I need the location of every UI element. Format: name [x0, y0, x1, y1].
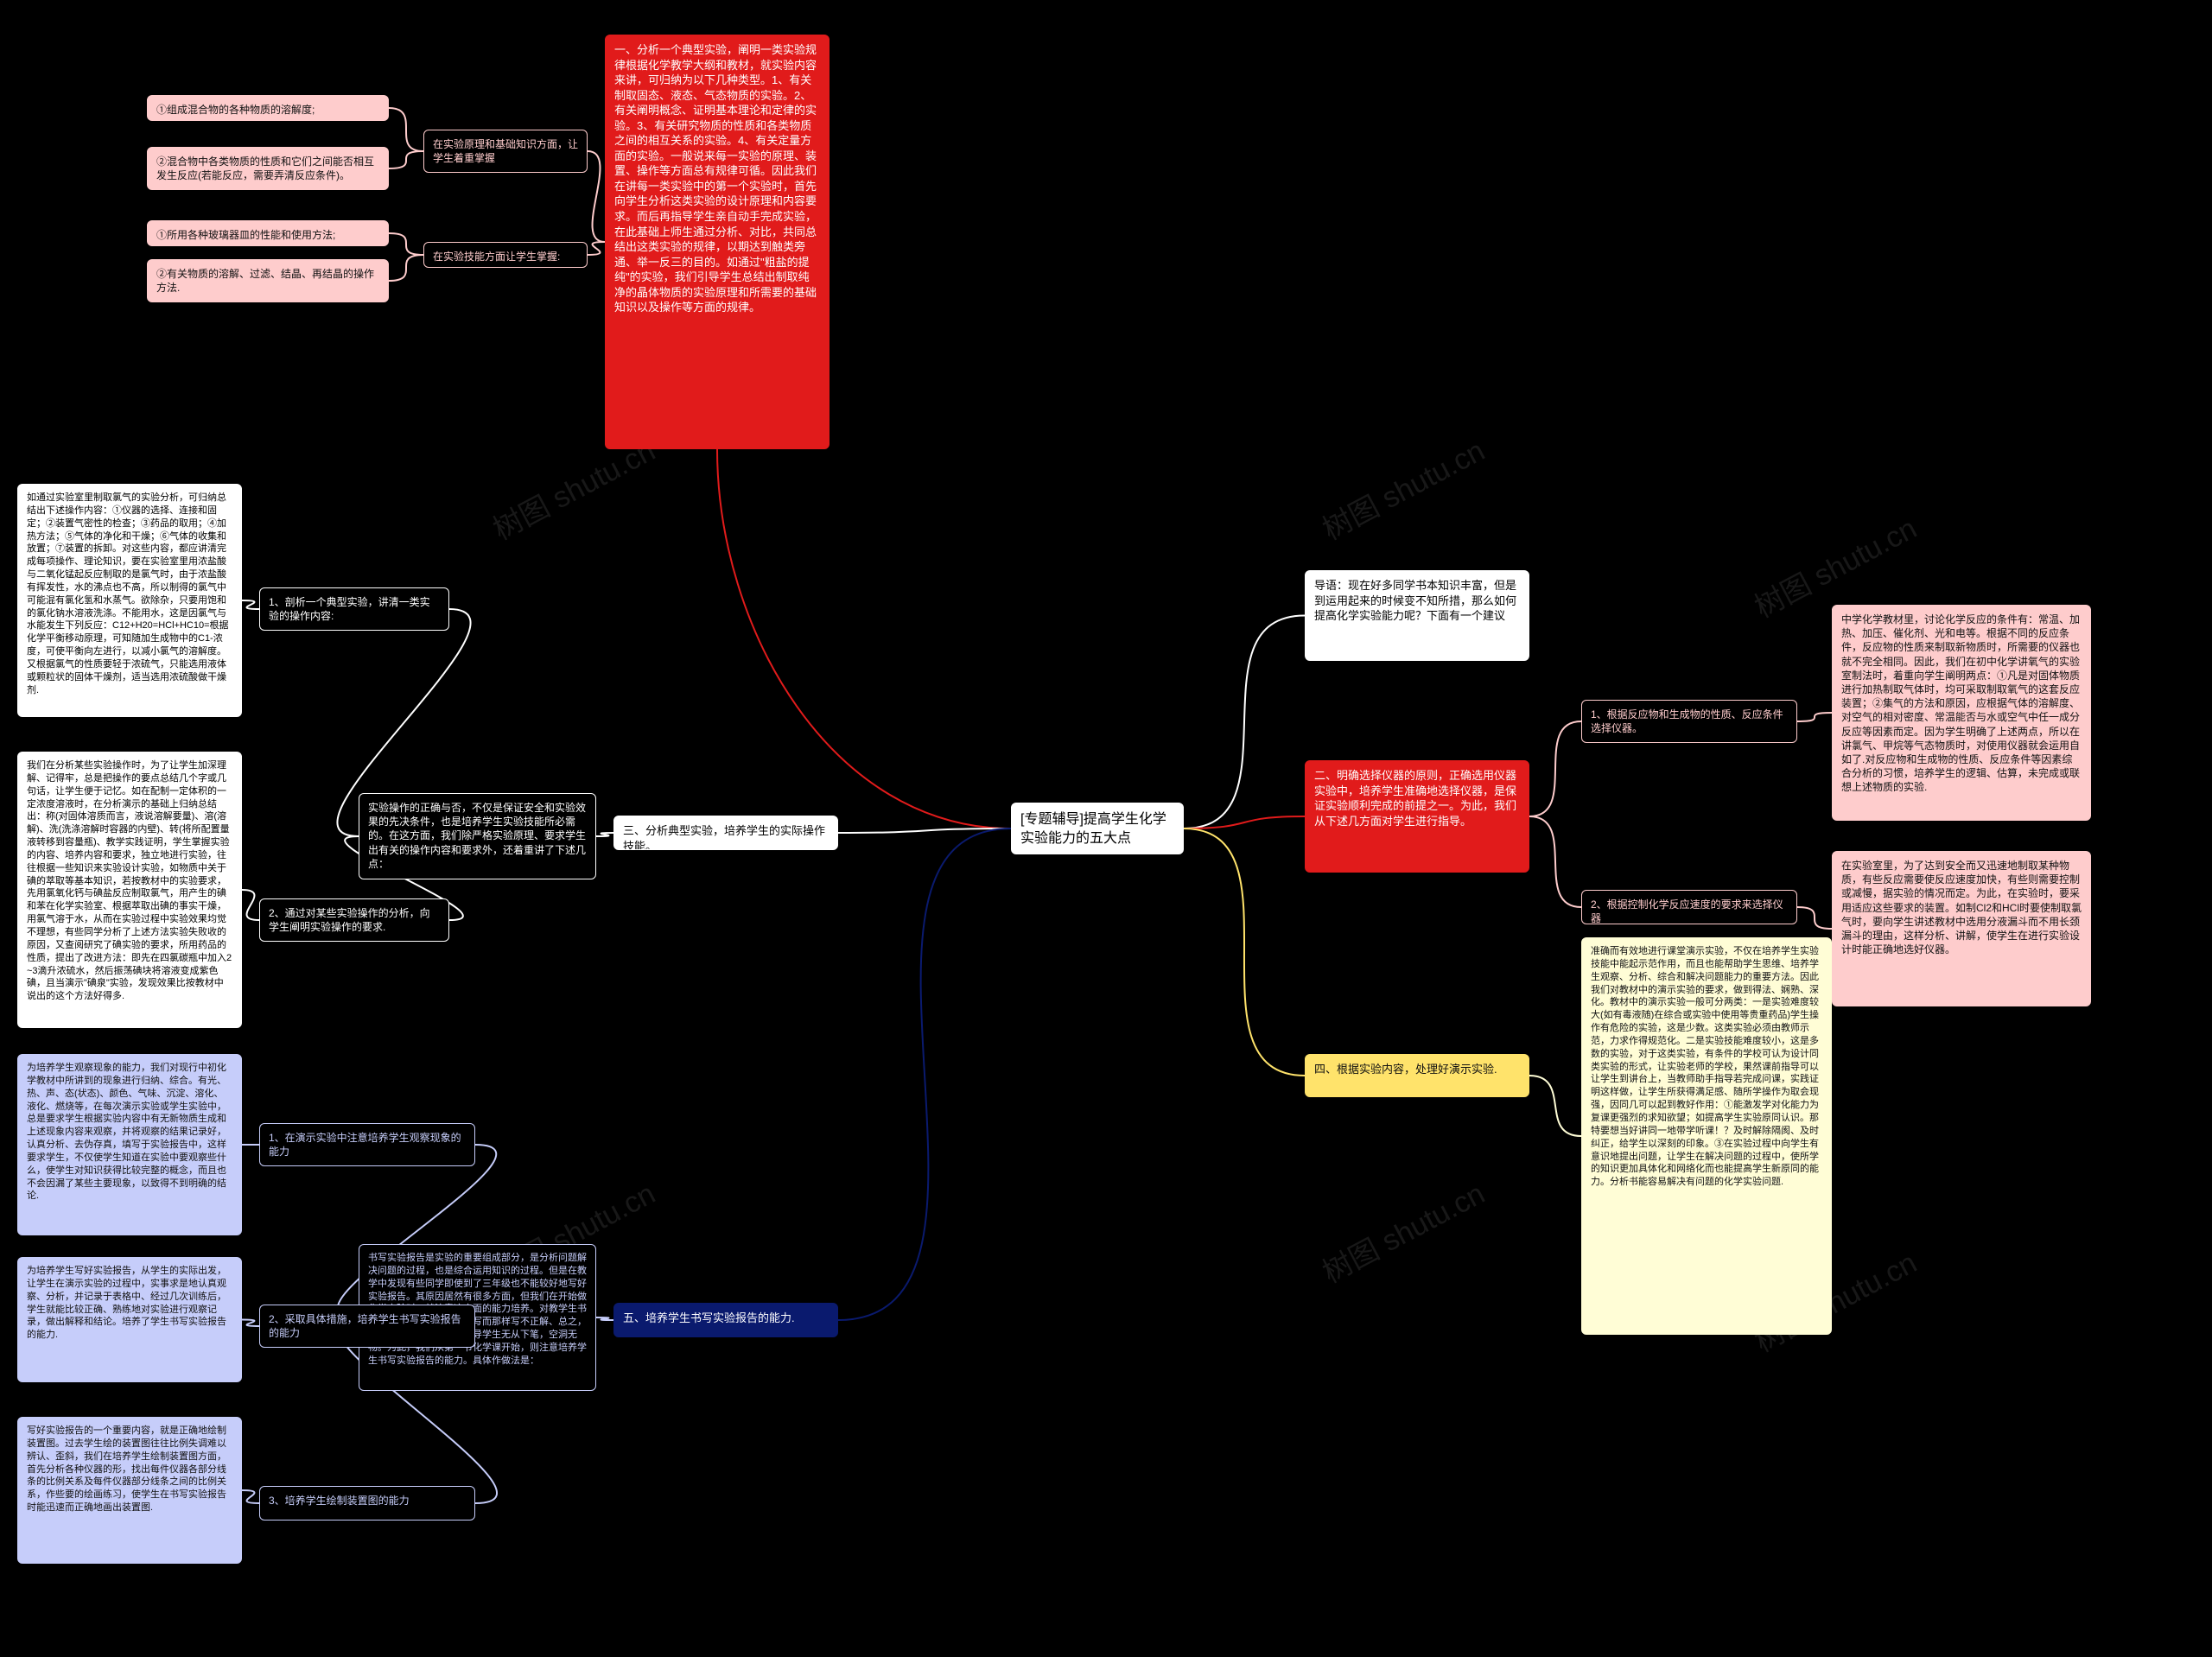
- node-text: ②混合物中各类物质的性质和它们之间能否相互发生反应(若能反应，需要弄清反应条件)…: [156, 156, 374, 181]
- node-p3s2[interactable]: 2、通过对某些实验操作的分析，向学生阐明实验操作的要求.: [259, 898, 449, 942]
- edge: [838, 828, 1011, 833]
- node-p3[interactable]: 三、分析典型实验，培养学生的实际操作技能。: [613, 816, 838, 850]
- edge: [588, 151, 605, 242]
- node-p2s1[interactable]: 1、根据反应物和生成物的性质、反应条件选择仪器。: [1581, 700, 1797, 743]
- node-p5s3[interactable]: 3、培养学生绘制装置图的能力: [259, 1486, 475, 1521]
- edge: [1184, 616, 1305, 829]
- edge: [242, 1490, 259, 1503]
- node-p1s2[interactable]: 在实验技能方面让学生掌握:: [423, 242, 588, 268]
- edge: [1797, 713, 1832, 721]
- edge: [596, 833, 613, 836]
- node-p5s2[interactable]: 2、采取具体措施，培养学生书写实验报告的能力: [259, 1305, 475, 1348]
- node-text: 一、分析一个典型实验，阐明一类实验规律根据化学教学大纲和教材，就实验内容来讲，可…: [614, 43, 817, 314]
- node-text: 导语：现在好多同学书本知识丰富，但是到运用起来的时候变不知所措，那么如何提高化学…: [1314, 579, 1516, 622]
- edge: [717, 449, 1011, 828]
- node-text: ②有关物质的溶解、过滤、结晶、再结晶的操作方法.: [156, 268, 374, 294]
- edge: [1529, 1076, 1581, 1136]
- node-intro[interactable]: 导语：现在好多同学书本知识丰富，但是到运用起来的时候变不知所措，那么如何提高化学…: [1305, 570, 1529, 661]
- mindmap-canvas: 树图 shutu.cn树图 shutu.cn树图 shutu.cn树图 shut…: [0, 0, 2212, 1657]
- node-text: ①所用各种玻璃器皿的性能和使用方法;: [156, 229, 335, 241]
- node-text: [专题辅导]提高学生化学实验能力的五大点: [1020, 812, 1166, 846]
- watermark: 树图 shutu.cn: [1314, 1171, 1491, 1292]
- node-p4d[interactable]: 准确而有效地进行课堂演示实验，不仅在培养学生实验技能中能起示范作用，而且也能帮助…: [1581, 937, 1832, 1335]
- edge: [1184, 816, 1305, 828]
- node-text: 为培养学生观察现象的能力，我们对现行中初化学教材中所讲到的现象进行归纳、综合。有…: [27, 1063, 226, 1201]
- node-p3s1[interactable]: 1、剖析一个典型实验，讲清一类实验的操作内容:: [259, 587, 449, 631]
- node-text: 2、根据控制化学反应速度的要求来选择仪器: [1591, 898, 1783, 924]
- node-text: 为培养学生写好实验报告，从学生的实际出发，让学生在演示实验的过程中，实事求是地认…: [27, 1266, 226, 1340]
- node-p5s3d[interactable]: 写好实验报告的一个重要内容，就是正确地绘制装置图。过去学生绘的装置图往往比例失调…: [17, 1417, 242, 1564]
- edge: [838, 828, 1011, 1320]
- node-p1s1[interactable]: 在实验原理和基础知识方面，让学生着重掌握: [423, 130, 588, 173]
- edge: [1184, 828, 1305, 1076]
- edge: [389, 255, 423, 281]
- edge: [1529, 721, 1581, 816]
- node-text: 1、在演示实验中注意培养学生观察现象的能力: [269, 1132, 461, 1158]
- node-text: 2、通过对某些实验操作的分析，向学生阐明实验操作的要求.: [269, 907, 430, 933]
- node-text: 三、分析典型实验，培养学生的实际操作技能。: [623, 824, 825, 850]
- edge: [1529, 816, 1581, 907]
- node-p5[interactable]: 五、培养学生书写实验报告的能力.: [613, 1303, 838, 1337]
- node-text: 如通过实验室里制取氯气的实验分析，可归纳总结出下述操作内容：①仪器的选择、连接和…: [27, 492, 229, 695]
- node-text: 二、明确选择仪器的原则，正确选用仪器实验中，培养学生准确地选择仪器，是保证实验顺…: [1314, 769, 1516, 828]
- node-p5s1[interactable]: 1、在演示实验中注意培养学生观察现象的能力: [259, 1123, 475, 1166]
- node-text: 在实验室里，为了达到安全而又迅速地制取某种物质，有些反应需要使反应速度加快，有些…: [1841, 860, 2082, 955]
- node-text: 实验操作的正确与否，不仅是保证安全和实验效果的先决条件，也是培养学生实验技能所必…: [368, 802, 586, 870]
- node-text: 中学化学教材里，讨论化学反应的条件有：常温、加热、加压、催化剂、光和电等。根据不…: [1841, 613, 2080, 793]
- node-p5s2d[interactable]: 为培养学生写好实验报告，从学生的实际出发，让学生在演示实验的过程中，实事求是地认…: [17, 1257, 242, 1382]
- node-p2s2[interactable]: 2、根据控制化学反应速度的要求来选择仪器: [1581, 890, 1797, 924]
- edge: [242, 600, 259, 609]
- node-text: 1、剖析一个典型实验，讲清一类实验的操作内容:: [269, 596, 430, 622]
- edge: [242, 1320, 259, 1327]
- edge: [1797, 907, 1832, 929]
- node-text: ①组成混合物的各种物质的溶解度;: [156, 104, 315, 116]
- node-text: 在实验原理和基础知识方面，让学生着重掌握: [433, 138, 578, 164]
- node-text: 1、根据反应物和生成物的性质、反应条件选择仪器。: [1591, 708, 1783, 734]
- node-text: 写好实验报告的一个重要内容，就是正确地绘制装置图。过去学生绘的装置图往往比例失调…: [27, 1425, 226, 1513]
- watermark: 树图 shutu.cn: [1314, 428, 1491, 549]
- node-text: 在实验技能方面让学生掌握:: [433, 251, 560, 263]
- edge: [389, 233, 423, 255]
- node-p1s1b[interactable]: ②混合物中各类物质的性质和它们之间能否相互发生反应(若能反应，需要弄清反应条件)…: [147, 147, 389, 190]
- node-p5s1d[interactable]: 为培养学生观察现象的能力，我们对现行中初化学教材中所讲到的现象进行归纳、综合。有…: [17, 1054, 242, 1235]
- edge: [389, 108, 423, 151]
- node-p3s2d[interactable]: 我们在分析某些实验操作时，为了让学生加深理解、记得牢，总是把操作的要点总结几个字…: [17, 752, 242, 1028]
- node-text: 我们在分析某些实验操作时，为了让学生加深理解、记得牢，总是把操作的要点总结几个字…: [27, 760, 232, 1001]
- edge: [389, 151, 423, 168]
- node-p4[interactable]: 四、根据实验内容，处理好演示实验.: [1305, 1054, 1529, 1097]
- node-p3s1d[interactable]: 如通过实验室里制取氯气的实验分析，可归纳总结出下述操作内容：①仪器的选择、连接和…: [17, 484, 242, 717]
- node-p2s1d[interactable]: 中学化学教材里，讨论化学反应的条件有：常温、加热、加压、催化剂、光和电等。根据不…: [1832, 605, 2091, 821]
- node-p1s1a[interactable]: ①组成混合物的各种物质的溶解度;: [147, 95, 389, 121]
- node-text: 五、培养学生书写实验报告的能力.: [623, 1311, 795, 1324]
- node-text: 2、采取具体措施，培养学生书写实验报告的能力: [269, 1313, 461, 1339]
- node-text: 准确而有效地进行课堂演示实验，不仅在培养学生实验技能中能起示范作用，而且也能帮助…: [1591, 946, 1819, 1187]
- node-root[interactable]: [专题辅导]提高学生化学实验能力的五大点: [1011, 803, 1184, 854]
- node-text: 3、培养学生绘制装置图的能力: [269, 1495, 410, 1507]
- node-p1s2b[interactable]: ②有关物质的溶解、过滤、结晶、再结晶的操作方法.: [147, 259, 389, 302]
- node-p3i[interactable]: 实验操作的正确与否，不仅是保证安全和实验效果的先决条件，也是培养学生实验技能所必…: [359, 793, 596, 879]
- node-p1[interactable]: 一、分析一个典型实验，阐明一类实验规律根据化学教学大纲和教材，就实验内容来讲，可…: [605, 35, 830, 449]
- node-text: 四、根据实验内容，处理好演示实验.: [1314, 1063, 1497, 1076]
- node-p1s2a[interactable]: ①所用各种玻璃器皿的性能和使用方法;: [147, 220, 389, 246]
- edge: [242, 890, 259, 920]
- edge: [588, 242, 605, 255]
- node-p2s2d[interactable]: 在实验室里，为了达到安全而又迅速地制取某种物质，有些反应需要使反应速度加快，有些…: [1832, 851, 2091, 1006]
- node-p2[interactable]: 二、明确选择仪器的原则，正确选用仪器实验中，培养学生准确地选择仪器，是保证实验顺…: [1305, 760, 1529, 873]
- edge: [596, 1317, 613, 1320]
